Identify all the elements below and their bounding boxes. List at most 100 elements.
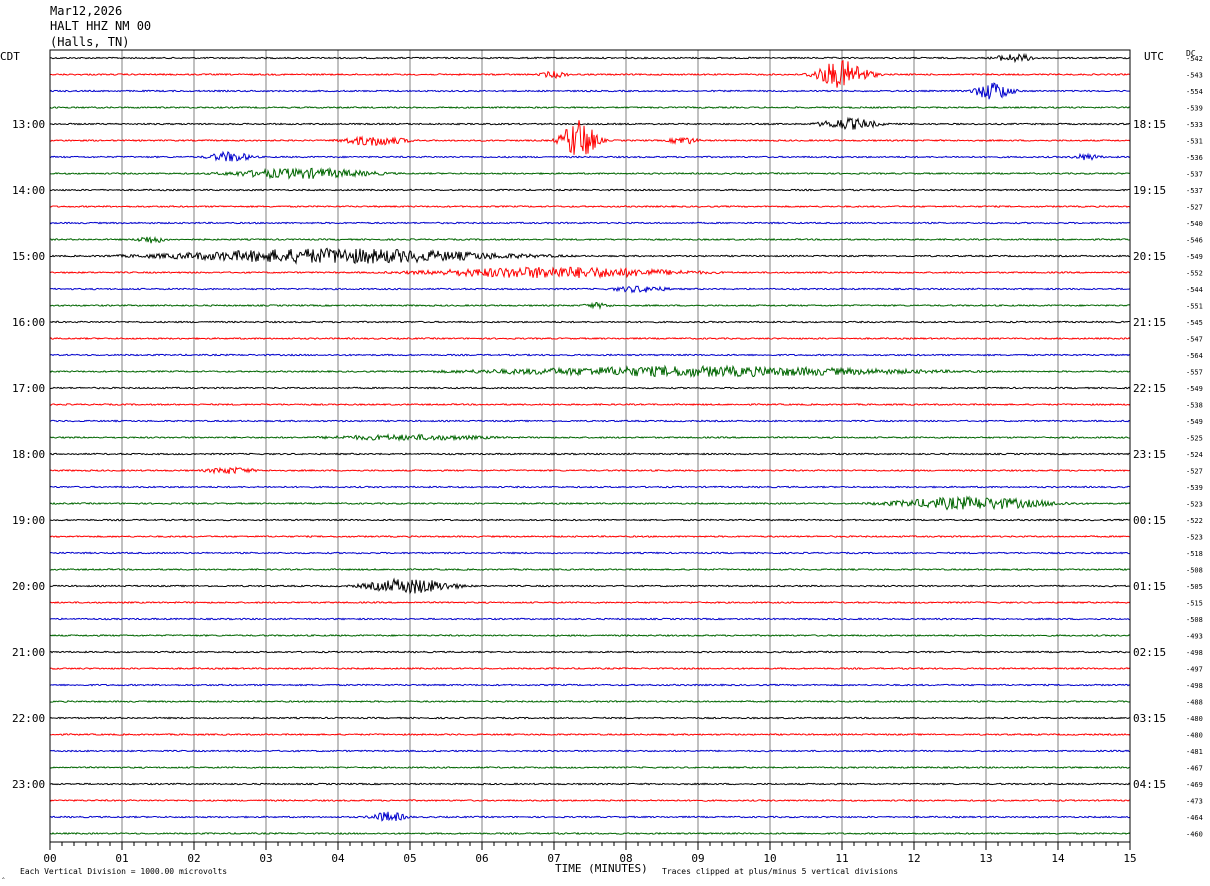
left-hour-label: 23:00 xyxy=(12,778,45,791)
dc-column-label: DC xyxy=(1186,49,1196,58)
x-tick-label: 09 xyxy=(691,852,704,865)
right-hour-label: 18:15 xyxy=(1133,118,1166,131)
x-tick-label: 05 xyxy=(403,852,416,865)
trace-line xyxy=(49,166,1131,180)
dc-offset-label: -539 xyxy=(1186,484,1203,492)
trace-line xyxy=(49,650,1131,654)
trace-line xyxy=(49,700,1131,703)
x-tick-label: 02 xyxy=(187,852,200,865)
dc-offset-label: -518 xyxy=(1186,550,1203,558)
left-hour-label: 17:00 xyxy=(12,382,45,395)
right-hour-label: 20:15 xyxy=(1133,250,1166,263)
right-hour-label: 03:15 xyxy=(1133,712,1166,725)
trace-line xyxy=(49,419,1131,423)
dc-offset-label: -498 xyxy=(1186,682,1203,690)
trace-line xyxy=(49,116,1131,130)
trace-line xyxy=(49,120,1131,155)
trace-line xyxy=(49,106,1131,109)
trace-line xyxy=(49,466,1131,475)
trace-line xyxy=(49,518,1131,522)
dc-offset-label: -469 xyxy=(1186,781,1203,789)
right-hour-label: 04:15 xyxy=(1133,778,1166,791)
trace-line xyxy=(49,386,1131,390)
trace-line xyxy=(49,811,1131,822)
dc-offset-label: -525 xyxy=(1186,435,1203,443)
x-tick-label: 00 xyxy=(43,852,56,865)
trace-line xyxy=(49,301,1131,310)
dc-offset-label: -547 xyxy=(1186,336,1203,344)
right-hour-label: 01:15 xyxy=(1133,580,1166,593)
dc-offset-label: -552 xyxy=(1186,270,1203,278)
dc-offset-label: -539 xyxy=(1186,105,1203,113)
header-station: HALT HHZ NM 00 xyxy=(50,19,152,33)
trace-line xyxy=(49,52,1131,64)
trace-line xyxy=(49,749,1131,753)
x-axis-ticks xyxy=(49,841,1131,850)
dc-offset-label: -542 xyxy=(1186,55,1203,63)
minute-gridlines xyxy=(121,50,1059,842)
x-axis-title: TIME (MINUTES) xyxy=(555,862,648,875)
trace-line xyxy=(49,204,1131,209)
dc-offset-label: -527 xyxy=(1186,468,1203,476)
dc-offset-label: -543 xyxy=(1186,72,1203,80)
scale-note: Each Vertical Division = 1000.00 microvo… xyxy=(20,867,228,876)
trace-line xyxy=(49,683,1131,687)
right-hour-label: 23:15 xyxy=(1133,448,1166,461)
dc-offset-label: -546 xyxy=(1186,237,1203,245)
trace-line xyxy=(49,82,1131,100)
trace-line xyxy=(49,716,1131,720)
trace-line xyxy=(49,535,1131,538)
trace-line xyxy=(49,485,1131,489)
dc-offset-label: -536 xyxy=(1186,154,1203,162)
right-hour-label: 19:15 xyxy=(1133,184,1166,197)
trace-line xyxy=(49,320,1131,324)
axis-labels: 00 01 02 03 04 05 06 07 08 09 10 11 12 13 14 15 13:00 14:… xyxy=(12,55,1203,865)
trace-line xyxy=(49,353,1131,357)
trace-line xyxy=(49,495,1131,511)
trace-line xyxy=(49,831,1131,836)
dc-offset-label: -527 xyxy=(1186,204,1203,212)
dc-offset-label: -473 xyxy=(1186,798,1203,806)
dc-offset-label: -508 xyxy=(1186,616,1203,624)
clip-note: Traces clipped at plus/minus 5 vertical … xyxy=(662,867,899,876)
dc-offset-label: -554 xyxy=(1186,88,1203,96)
left-hour-label: 19:00 xyxy=(12,514,45,527)
trace-line xyxy=(49,236,1131,244)
footer-mark: ‸ xyxy=(2,870,5,879)
dc-offset-label: -538 xyxy=(1186,402,1203,410)
dc-offset-label: -480 xyxy=(1186,715,1203,723)
trace-line xyxy=(49,617,1131,621)
dc-offset-label: -467 xyxy=(1186,765,1203,773)
trace-line xyxy=(49,336,1131,341)
dc-offset-label: -537 xyxy=(1186,171,1203,179)
trace-line xyxy=(49,59,1131,88)
dc-offset-label: -493 xyxy=(1186,633,1203,641)
left-hour-label: 21:00 xyxy=(12,646,45,659)
header-location: (Halls, TN) xyxy=(50,35,130,49)
dc-offset-label: -522 xyxy=(1186,517,1203,525)
left-hour-label: 16:00 xyxy=(12,316,45,329)
dc-offset-label: -551 xyxy=(1186,303,1203,311)
x-tick-label: 13 xyxy=(979,852,992,865)
right-timezone-label: UTC xyxy=(1144,50,1164,63)
right-hour-label: 22:15 xyxy=(1133,382,1166,395)
dc-offset-label: -537 xyxy=(1186,187,1203,195)
dc-offset-label: -488 xyxy=(1186,699,1203,707)
dc-offset-label: -515 xyxy=(1186,600,1203,608)
dc-offset-label: -540 xyxy=(1186,220,1203,228)
x-tick-label: 15 xyxy=(1123,852,1136,865)
dc-offset-label: -544 xyxy=(1186,286,1203,294)
seismic-traces xyxy=(49,52,1131,836)
dc-offset-label: -523 xyxy=(1186,501,1203,509)
trace-line xyxy=(49,766,1131,770)
right-hour-label: 02:15 xyxy=(1133,646,1166,659)
left-hour-label: 14:00 xyxy=(12,184,45,197)
trace-line xyxy=(49,285,1131,294)
trace-line xyxy=(49,633,1131,637)
trace-line xyxy=(49,782,1131,786)
x-tick-label: 11 xyxy=(835,852,848,865)
dc-offset-label: -524 xyxy=(1186,451,1203,459)
x-tick-label: 14 xyxy=(1051,852,1065,865)
dc-offset-label: -549 xyxy=(1186,385,1203,393)
